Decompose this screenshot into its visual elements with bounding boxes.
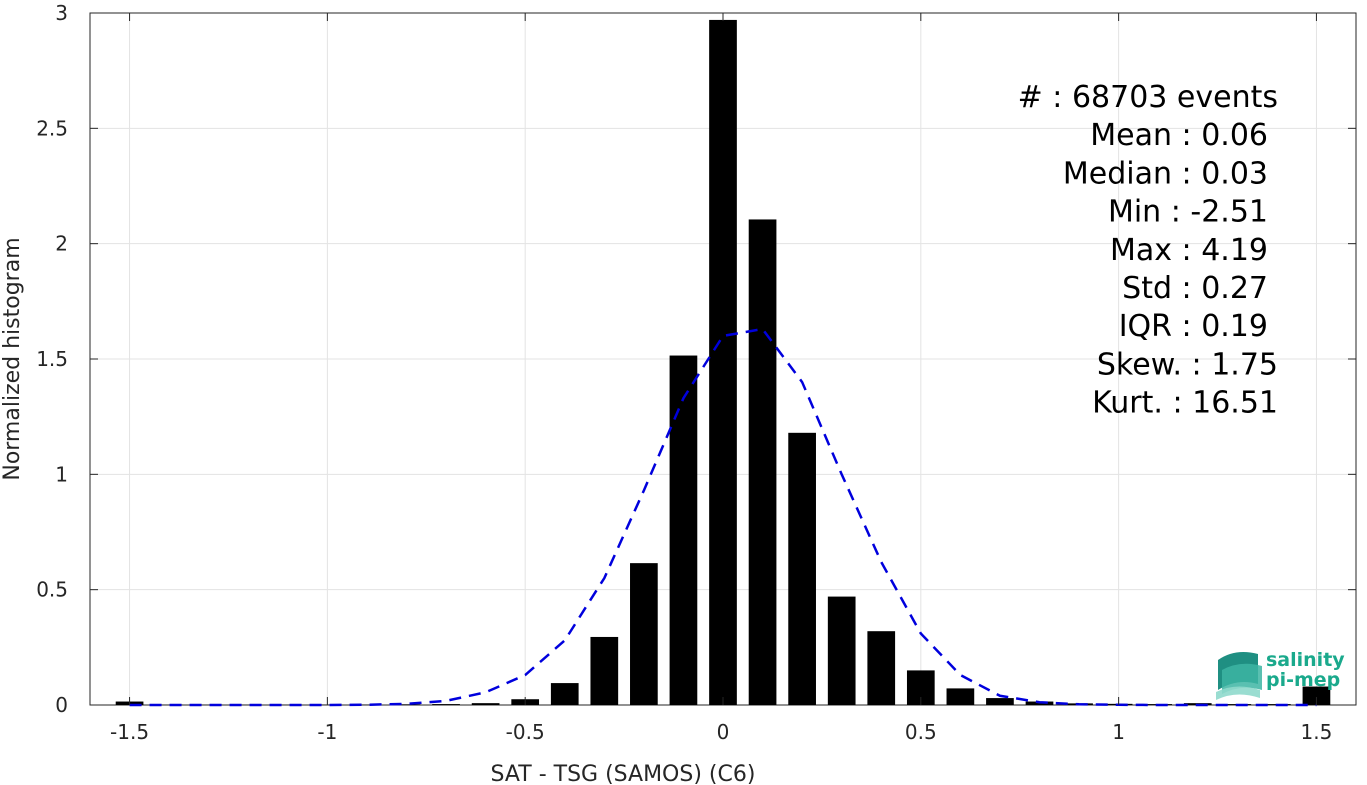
histogram-bar [788,432,816,705]
x-axis-ticks: -1.5 -1 -0.5 0 0.5 1 1.5 [110,13,1332,744]
y-tick-label: 2 [55,232,68,256]
stat-line: # : 68703 events [1018,80,1278,115]
histogram-bar [392,704,421,705]
stat-line: Skew. : 1.75 [1097,347,1278,382]
histogram-bar [432,704,460,705]
x-axis-title: SAT - TSG (SAMOS) (C6) [491,762,756,785]
logo-text-pi-mep: pi-mep [1266,669,1340,691]
y-axis-ticks: 0 0.5 1 1.5 2 2.5 3 [36,1,1356,717]
histogram-bar [471,703,500,705]
x-tick-label: -1 [317,720,337,744]
stat-line: Max : 4.19 [1110,233,1268,268]
stat-line: Kurt. : 16.51 [1092,386,1278,421]
x-tick-label: 0.5 [905,720,937,744]
y-axis-title: Normalized histogram [0,237,25,480]
stat-line: IQR : 0.19 [1119,309,1268,344]
histogram-bars [115,19,1331,706]
x-tick-label: 0 [717,720,730,744]
histogram-bar [946,688,975,705]
y-tick-label: 0 [55,693,68,717]
x-tick-label: 1.5 [1301,720,1333,744]
histogram-bar [867,631,896,705]
histogram-bar [669,355,698,705]
histogram-bar [550,683,579,705]
histogram-bar [630,563,658,705]
y-tick-label: 1 [55,462,68,486]
y-tick-label: 1.5 [36,347,68,371]
salinity-pi-mep-logo: salinity pi-mep [1216,649,1345,700]
y-tick-label: 3 [55,1,68,25]
histogram-bar [748,219,777,706]
wave-logo-icon [1216,652,1262,700]
stat-line: Mean : 0.06 [1090,118,1268,153]
stat-line: Std : 0.27 [1122,271,1268,306]
histogram-bar [827,596,856,705]
y-tick-label: 0.5 [36,578,68,602]
stat-line: Median : 0.03 [1063,156,1268,191]
histogram-bar [709,19,737,706]
histogram-bar [986,698,1014,705]
x-tick-label: -0.5 [506,720,545,744]
x-tick-label: -1.5 [110,720,149,744]
stat-line: Min : -2.51 [1108,195,1268,230]
histogram-bar [1302,686,1331,705]
histogram-bar [590,636,619,705]
logo-text-salinity: salinity [1266,649,1345,671]
x-tick-label: 1 [1112,720,1125,744]
y-tick-label: 2.5 [36,116,68,140]
